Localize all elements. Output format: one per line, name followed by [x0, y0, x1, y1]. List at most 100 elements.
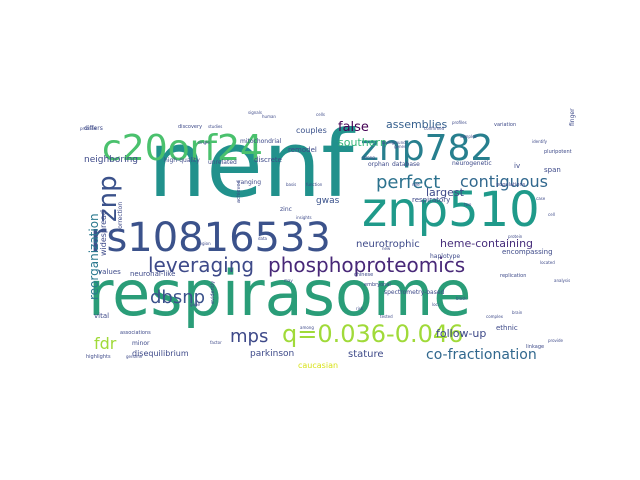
- word-encompassing: encompassing: [502, 248, 553, 256]
- word-false: false: [338, 120, 369, 135]
- word-genome: genome: [126, 354, 143, 359]
- word-neighboring: neighboring: [84, 155, 138, 165]
- word-znp782: znp782: [360, 128, 493, 169]
- word-stature: stature: [348, 349, 384, 360]
- word-insights: insights: [296, 215, 312, 220]
- word-contiguous: contiguous: [460, 172, 548, 191]
- word-human: human: [262, 114, 276, 119]
- word-factor: factor: [210, 340, 222, 345]
- word-profiles: profiles: [452, 120, 467, 125]
- word-neurotrophic: neurotrophic: [356, 239, 420, 250]
- word-highlights: highlights: [86, 354, 111, 360]
- word-orphan: orphan: [368, 161, 389, 168]
- word-associations: associations: [120, 330, 151, 336]
- word-widespread: widespread: [99, 210, 108, 256]
- word-neuronal-like: neuronal-like: [130, 270, 175, 278]
- word-phosphoproteomics: phosphoproteomics: [268, 253, 465, 277]
- word-fdr: fdr: [94, 334, 117, 353]
- word-vital: vital: [94, 312, 109, 320]
- word-parkinson: parkinson: [250, 349, 294, 359]
- word-finger: finger: [569, 108, 576, 126]
- word-unrelated: unrelated: [208, 159, 237, 166]
- word-analysis: analysis: [554, 278, 570, 283]
- word-tested: tested: [380, 314, 393, 319]
- word-haplotype: haplotype: [430, 253, 460, 260]
- word-ethnic: ethnic: [496, 324, 518, 332]
- word-pluripotent: pluripotent: [544, 149, 572, 155]
- word-replication: replication: [500, 273, 526, 279]
- word-couples: couples: [296, 126, 327, 135]
- word-assemblies: assemblies: [386, 118, 448, 131]
- word-brain: brain: [512, 310, 523, 315]
- word-genes: genes: [394, 144, 406, 149]
- word-correction: correction: [117, 202, 124, 232]
- word-dbsnp: dbsnp: [150, 287, 205, 308]
- word-provide: provide: [548, 338, 564, 343]
- word-variation: variation: [494, 122, 516, 128]
- word-two: two: [464, 202, 472, 207]
- word-ranging: ranging: [238, 179, 261, 186]
- word-identify: identify: [532, 139, 548, 144]
- word-minor: minor: [132, 340, 150, 347]
- word-black: black: [456, 296, 467, 301]
- word-c20orf24: c20orf24: [102, 128, 263, 169]
- word-data: data: [258, 236, 268, 241]
- word-span: span: [544, 166, 561, 174]
- word-differs: differs: [84, 125, 103, 132]
- word-co-fractionation: co-fractionation: [426, 347, 537, 363]
- word-q-0-036-0-046: q=0.036-0.046: [282, 320, 463, 348]
- word-high-quality: high-quality: [164, 157, 200, 164]
- word-confirmed: confirmed: [424, 126, 445, 131]
- word-signals: signals: [248, 110, 262, 115]
- word-samples: samples: [460, 134, 477, 139]
- word-function: function: [306, 182, 323, 187]
- word-discrete: discrete: [254, 156, 282, 164]
- word-protein: protein: [508, 234, 523, 239]
- word-may: may: [284, 278, 293, 283]
- word-remodel: remodel: [288, 146, 317, 154]
- word-region: region: [198, 241, 211, 246]
- word-database: database: [392, 161, 420, 168]
- word-loci: loci: [432, 302, 439, 307]
- word-rs10816533: rs10816533: [90, 215, 331, 261]
- word-spectrometry-based: spectrometry-based: [384, 289, 445, 296]
- word-follow-up: follow-up: [436, 327, 486, 340]
- word-cells: cells: [316, 112, 325, 117]
- word-group: nenf respirasome znp510 znp782 c20orf24 rs108…: [80, 108, 576, 370]
- word-nenf: nenf: [148, 111, 356, 218]
- word-neurogenetic: neurogenetic: [452, 160, 492, 167]
- word-mitochondrial: mitochondrial: [240, 138, 282, 145]
- word-gwas: gwas: [316, 196, 340, 206]
- word-znp510: znp510: [362, 182, 540, 238]
- word-located: located: [540, 260, 555, 265]
- word-strong: strong: [362, 155, 375, 160]
- word-role: role: [412, 182, 420, 187]
- word-case: case: [536, 196, 546, 201]
- word-background: background: [382, 140, 406, 145]
- word-southern: southern: [338, 136, 387, 149]
- word-evidently: evidently: [210, 281, 216, 304]
- word-largest: largest: [426, 186, 465, 199]
- word-zinc: zinc: [280, 206, 292, 213]
- word-heme-containing: heme-containing: [440, 237, 533, 250]
- word-cell: cell: [548, 212, 555, 217]
- word-disequilibrium: disequilibrium: [132, 349, 189, 358]
- word-respirasome: respirasome: [88, 257, 471, 330]
- word-risk: risk: [356, 306, 364, 311]
- word-values: values: [98, 268, 121, 276]
- word-mps: mps: [230, 326, 268, 347]
- word-single: single: [198, 140, 210, 145]
- word-znp: znp: [93, 175, 123, 222]
- word-among: among: [300, 325, 314, 330]
- word-respiratory: respiratory: [412, 196, 450, 204]
- word-basis: basis: [286, 182, 296, 187]
- word-studies: studies: [208, 124, 222, 129]
- word-embryonal: embryonal: [364, 282, 391, 288]
- word-leveraging: leveraging: [148, 253, 254, 277]
- word-proteins: proteins: [80, 126, 96, 131]
- word-populations: populations: [496, 182, 526, 188]
- word-perfect: perfect: [376, 172, 440, 193]
- word-chinese: chinese: [354, 272, 373, 278]
